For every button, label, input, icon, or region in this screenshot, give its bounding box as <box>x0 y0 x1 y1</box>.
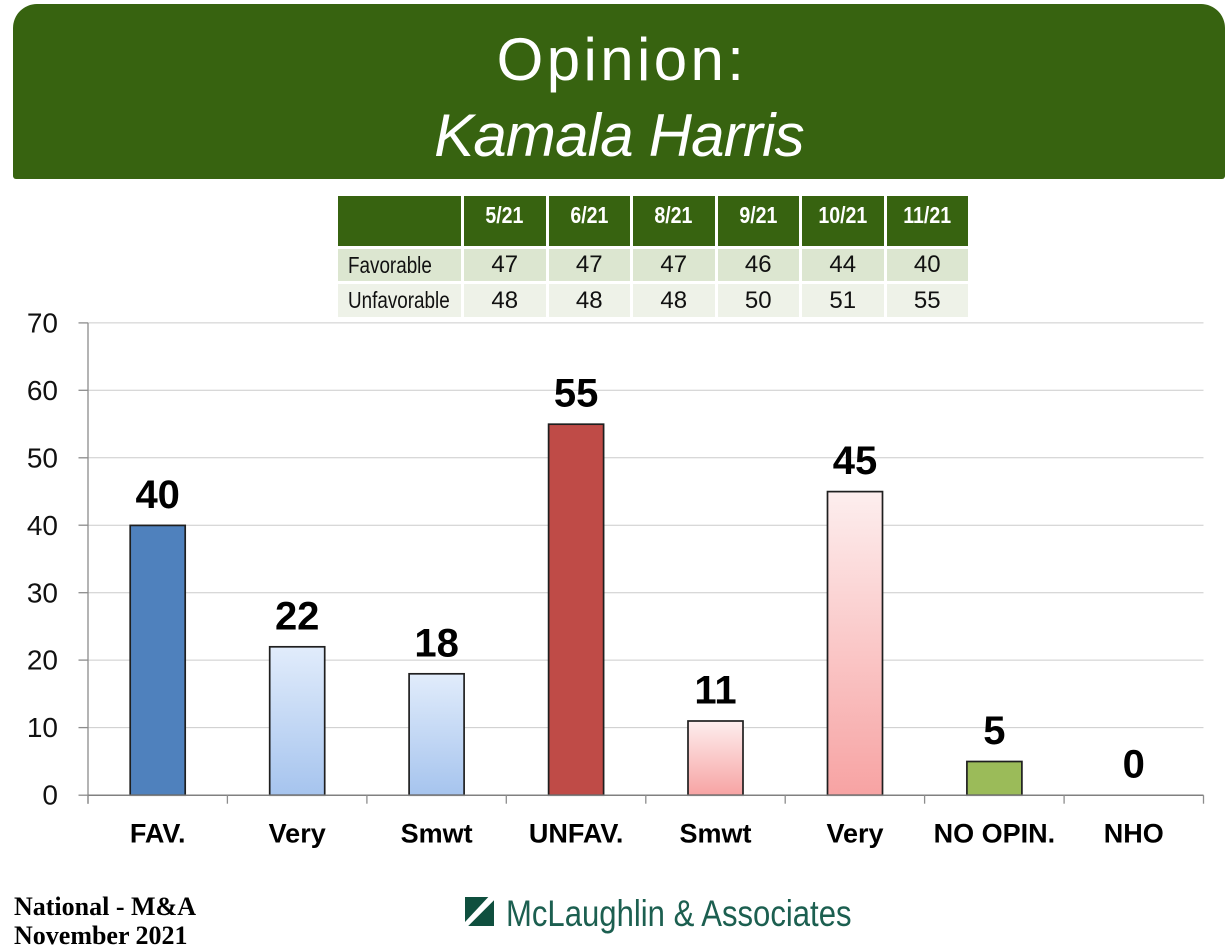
svg-text:11: 11 <box>694 669 736 713</box>
svg-text:Smwt: Smwt <box>401 818 473 848</box>
svg-text:55: 55 <box>554 372 599 416</box>
svg-text:50: 50 <box>27 442 58 473</box>
svg-text:70: 70 <box>27 308 58 339</box>
svg-text:20: 20 <box>27 645 58 676</box>
svg-text:22: 22 <box>275 594 320 638</box>
svg-text:Very: Very <box>269 818 326 848</box>
svg-text:Smwt: Smwt <box>679 818 751 848</box>
svg-text:18: 18 <box>414 621 459 665</box>
svg-text:45: 45 <box>833 439 878 483</box>
svg-text:0: 0 <box>42 780 58 811</box>
svg-text:40: 40 <box>135 473 180 517</box>
svg-text:5: 5 <box>983 709 1005 753</box>
svg-text:40: 40 <box>27 510 58 541</box>
svg-text:10: 10 <box>27 712 58 743</box>
svg-text:30: 30 <box>27 577 58 608</box>
svg-text:Very: Very <box>826 818 883 848</box>
svg-text:NHO: NHO <box>1104 818 1164 848</box>
svg-text:60: 60 <box>27 375 58 406</box>
svg-text:NO OPIN.: NO OPIN. <box>934 818 1056 848</box>
svg-text:FAV.: FAV. <box>130 818 186 848</box>
svg-text:UNFAV.: UNFAV. <box>529 818 624 848</box>
svg-text:0: 0 <box>1123 743 1145 787</box>
